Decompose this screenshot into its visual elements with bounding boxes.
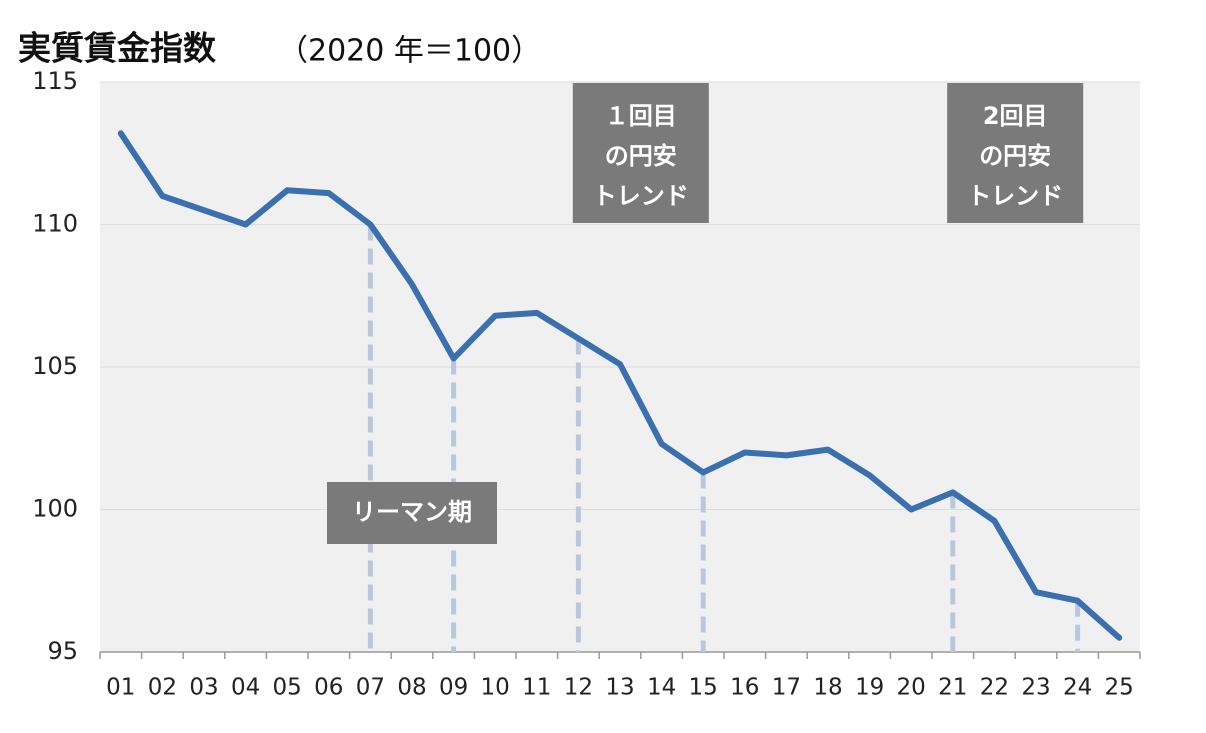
y-tick-label: 100 [32, 495, 78, 523]
period-label: リーマン期 [352, 498, 472, 526]
x-tick-label: 12 [564, 675, 593, 701]
x-tick-label: 24 [1063, 675, 1092, 701]
x-tick-label: 05 [273, 675, 302, 701]
y-tick-label: 115 [32, 67, 78, 95]
chart-subtitle: （2020 年＝100） [278, 34, 541, 69]
x-tick-label: 06 [314, 675, 343, 701]
y-tick-label: 110 [32, 210, 78, 238]
x-tick-label: 23 [1021, 675, 1050, 701]
period-label: １回目 [605, 102, 677, 130]
x-tick-label: 22 [980, 675, 1009, 701]
x-tick-label: 09 [439, 675, 468, 701]
x-tick-label: 17 [772, 675, 801, 701]
x-tick-label: 10 [481, 675, 510, 701]
period-box [947, 83, 1084, 223]
period-label: の円安 [979, 142, 1051, 170]
x-tick-label: 03 [189, 675, 218, 701]
period-label: トレンド [967, 182, 1063, 210]
x-tick-label: 14 [647, 675, 676, 701]
x-tick-label: 25 [1105, 675, 1134, 701]
x-tick-label: 02 [148, 675, 177, 701]
period-box [327, 482, 497, 544]
period-label: トレンド [593, 182, 689, 210]
x-tick-label: 07 [356, 675, 385, 701]
x-tick-label: 16 [730, 675, 759, 701]
period-label: 2回目 [983, 102, 1048, 130]
x-tick-label: 13 [605, 675, 634, 701]
x-tick-label: 19 [855, 675, 884, 701]
x-tick-label: 01 [106, 675, 135, 701]
x-tick-label: 20 [897, 675, 926, 701]
x-tick-label: 18 [813, 675, 842, 701]
x-tick-label: 08 [397, 675, 426, 701]
x-tick-label: 21 [938, 675, 967, 701]
x-tick-label: 11 [522, 675, 551, 701]
period-box [572, 83, 709, 223]
x-tick-label: 15 [689, 675, 718, 701]
y-tick-label: 95 [47, 637, 78, 665]
data-line [117, 130, 1123, 641]
period-label: の円安 [605, 142, 677, 170]
chart-title: 実質賃金指数 [18, 29, 217, 68]
y-tick-label: 105 [32, 352, 78, 380]
x-tick-label: 04 [231, 675, 260, 701]
